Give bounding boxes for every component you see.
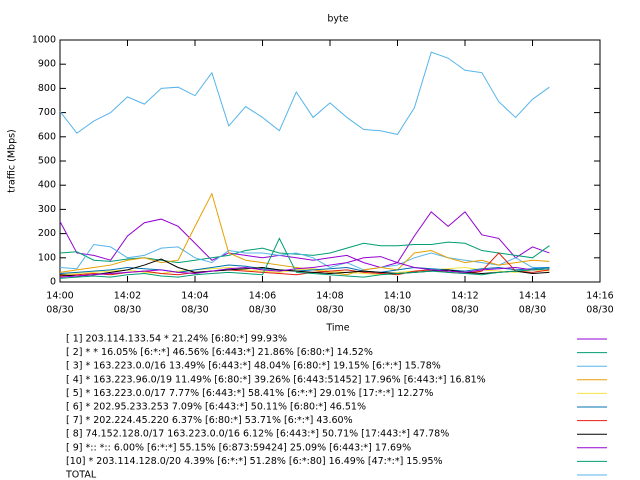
x-tick-label: 08/30 — [46, 305, 73, 316]
x-tick-label: 14:10 — [384, 291, 411, 302]
x-tick-label: 08/30 — [114, 305, 141, 316]
y-tick-label: 300 — [38, 204, 56, 215]
legend-label: [ 1] 203.114.133.54 * 21.24% [6:80:*] 99… — [66, 334, 287, 345]
series-line — [59, 211, 550, 269]
series-line — [59, 243, 550, 271]
legend-label: [ 3] * 163.223.0.0/16 13.49% [6:443:*] 4… — [66, 361, 441, 372]
x-tick-label: 08/30 — [586, 305, 613, 316]
x-tick-label: 08/30 — [384, 305, 411, 316]
y-tick-label: 500 — [38, 156, 56, 167]
x-tick-label: 14:12 — [451, 291, 478, 302]
series-line — [59, 264, 550, 275]
x-tick-label: 08/30 — [181, 305, 208, 316]
plot-border — [59, 39, 601, 283]
legend-label: [ 4] * 163.223.96.0/19 11.49% [6:80:*] 3… — [66, 374, 486, 385]
x-tick-label: 14:06 — [249, 291, 276, 302]
series-line — [59, 51, 550, 135]
x-tick-label: 08/30 — [316, 305, 343, 316]
y-axis-label: traffic (Mbps) — [7, 129, 18, 193]
x-tick-label: 14:00 — [46, 291, 73, 302]
x-tick-label: 14:14 — [519, 291, 546, 302]
series-line — [59, 266, 550, 276]
legend-label: [ 6] * 202.95.233.253 7.09% [6:443:*] 50… — [66, 402, 366, 413]
y-tick-label: 600 — [38, 131, 56, 142]
series-line — [59, 192, 550, 276]
y-tick-label: 900 — [38, 59, 56, 70]
series-line — [59, 256, 550, 278]
y-tick-label: 800 — [38, 83, 56, 94]
legend-label: [ 7] * 202.224.45.220 6.37% [6:80:*] 53.… — [66, 415, 353, 426]
x-tick-label: 14:08 — [316, 291, 343, 302]
legend-label: TOTAL — [65, 470, 97, 480]
x-tick-label: 08/30 — [249, 305, 276, 316]
y-tick-label: 700 — [38, 107, 56, 118]
x-axis-label: Time — [325, 323, 349, 334]
y-tick-label: 400 — [38, 180, 56, 191]
y-tick-label: 0 — [50, 277, 56, 288]
y-tick-label: 100 — [38, 252, 56, 263]
x-tick-label: 14:02 — [114, 291, 141, 302]
y-tick-label: 200 — [38, 228, 56, 239]
x-tick-label: 14:16 — [586, 291, 613, 302]
legend-label: [ 5] * 163.223.0.0/17 7.77% [6:443:*] 58… — [66, 388, 433, 399]
series-line — [59, 237, 550, 279]
series-line — [59, 258, 550, 277]
x-tick-label: 08/30 — [451, 305, 478, 316]
legend-label: [ 9] *:: *:: 6.00% [6:*:*] 55.15% [6:873… — [66, 442, 411, 453]
x-tick-label: 14:04 — [181, 291, 208, 302]
chart-title: byte — [327, 14, 348, 25]
legend-label: [ 8] 74.152.128.0/17 163.223.0.0/16 6.12… — [66, 429, 449, 440]
x-tick-label: 08/30 — [519, 305, 546, 316]
y-tick-label: 1000 — [32, 35, 56, 46]
legend-label: [ 2] * * 16.05% [6:*:*] 46.56% [6:443:*]… — [66, 347, 373, 358]
legend-label: [10] * 203.114.128.0/20 4.39% [6:*:*] 51… — [66, 456, 443, 467]
